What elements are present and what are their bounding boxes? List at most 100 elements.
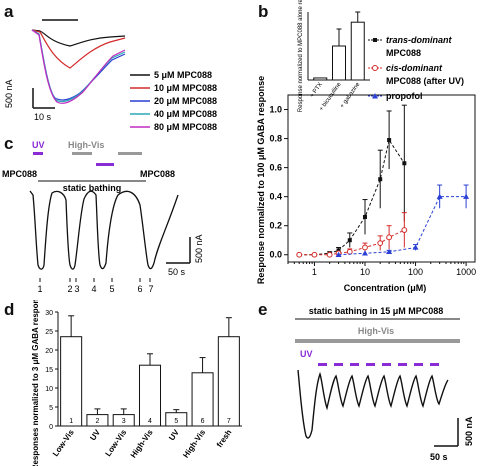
bar-number: 2	[95, 418, 99, 425]
inset-category-label: + PTX	[309, 82, 324, 99]
high-vis-bar-1	[72, 152, 92, 155]
timepoint-2: 2	[67, 284, 72, 294]
y-tick-label: 0.4	[269, 192, 282, 202]
panel-letter-a: a	[4, 2, 14, 21]
x-tick-label: 100	[408, 267, 423, 277]
legend-marker-propofol	[372, 93, 378, 99]
timepoint-5: 5	[109, 284, 114, 294]
trace-5um	[31, 29, 126, 47]
high-vis-label: High-Vis	[68, 140, 104, 150]
y-tick-label: 0	[49, 424, 53, 431]
mpc-label-right: MPC088	[140, 169, 175, 179]
high-vis-bar-2	[118, 152, 142, 155]
data-point	[361, 250, 368, 256]
data-point	[326, 251, 333, 258]
timepoint-markers: 1 2 3 4 5 6 7	[37, 278, 154, 294]
bar	[138, 364, 162, 427]
uv-bar-2	[96, 163, 114, 166]
y-axis-label: Response normalized to 100 μM GABA respo…	[256, 76, 266, 284]
scale-label-x: 10 s	[34, 112, 52, 122]
uv-pulse	[334, 363, 343, 366]
legend-b: trans-dominant MPC088 cis-dominant MPC08…	[368, 35, 464, 101]
data-point	[347, 238, 352, 243]
panel-d-bar-chart: 0 5 10 15 20 25 30 1 Low-Vis 2 UV 3 Low-Vis 4 High-Vis…	[31, 300, 242, 466]
legend-label-40um: 40 μM MPC088	[154, 109, 217, 119]
data-point	[311, 251, 318, 258]
timepoint-1: 1	[37, 284, 42, 294]
category-label: Low-Vis	[51, 428, 76, 459]
x-tick-label: 1000	[456, 267, 476, 277]
scale-label-y: 500 nA	[194, 234, 204, 263]
uv-bar-1	[33, 152, 43, 155]
trace-10um	[31, 29, 126, 69]
high-vis-label: High-Vis	[358, 326, 394, 336]
uv-pulse	[414, 363, 423, 366]
scale-label-y: 500 nA	[4, 79, 14, 108]
x-tick-label: 1	[312, 267, 317, 277]
data-point	[386, 234, 393, 241]
bar-number: 1	[69, 418, 73, 425]
y-tick-label: 15	[45, 367, 53, 374]
data-point	[335, 251, 342, 257]
inset-bar	[313, 77, 328, 81]
legend-label-20um: 20 μM MPC088	[154, 96, 217, 106]
category-label: UV	[88, 427, 102, 442]
data-point	[362, 244, 368, 251]
category-label: High-Vis	[181, 428, 207, 460]
legend-a: 5 μM MPC088 10 μM MPC088 20 μM MPC088 40…	[130, 70, 217, 132]
data-point	[362, 214, 367, 219]
y-tick-label: 0.2	[269, 221, 282, 231]
uv-pulse	[398, 363, 407, 366]
current-trace	[297, 369, 449, 439]
bar	[60, 336, 83, 427]
bar-number: 7	[227, 418, 231, 425]
legend-text-cis: cis-dominant	[386, 63, 443, 73]
data-point	[378, 177, 383, 182]
uv-pulse	[350, 363, 359, 366]
bar-number: 4	[148, 418, 152, 425]
uv-pulse	[430, 363, 439, 366]
inset-bar	[350, 21, 365, 81]
bar	[217, 336, 240, 427]
bar	[165, 412, 188, 427]
data-point	[463, 193, 470, 199]
legend-text-trans: trans-dominant	[386, 35, 453, 45]
legend-text-cis-2: MPC088 (after UV)	[386, 76, 464, 86]
panel-e-recording: static bathing in 15 μM MPC088 High-Vis …	[295, 306, 474, 462]
y-tick-label: 0.6	[269, 163, 282, 173]
category-label: Low-Vis	[103, 428, 128, 459]
data-point	[402, 161, 407, 166]
bar-plot: 0 5 10 15 20 25 30 1 Low-Vis 2 UV 3 Low-Vis 4 High-Vis…	[45, 310, 242, 460]
data-point	[336, 248, 341, 253]
uv-label: UV	[300, 349, 313, 359]
mpc-label-left: MPC088	[2, 169, 37, 179]
scale-label-x: 50 s	[168, 267, 186, 277]
trace-20um	[31, 29, 126, 101]
data-point	[296, 251, 303, 258]
scale-label-x: 50 s	[430, 452, 448, 462]
inset-y-label: Response normalized to MPC088 alone resp…	[298, 0, 304, 112]
trace-80um	[31, 29, 126, 104]
timepoint-6: 6	[137, 284, 142, 294]
x-axis-label: Concentration (μM)	[344, 283, 427, 293]
y-axis-label: Responses normalized to 3 μM GABA respon…	[31, 300, 40, 466]
data-point	[401, 227, 408, 233]
y-tick-label: 30	[45, 310, 53, 317]
y-tick-label: 0.8	[269, 134, 282, 144]
dose-response-plot: 1 10 100 1000 0.0 0.2 0.4 0.6 0.8 1.0	[269, 94, 476, 277]
panel-a-traces: 500 nA 10 s 5 μM MPC088 10 μM MPC088 20 …	[4, 19, 217, 132]
legend-text-trans-2: MPC088	[386, 48, 421, 58]
bar-number: 5	[174, 418, 178, 425]
panel-letter-b: b	[258, 2, 269, 21]
uv-label: UV	[32, 140, 45, 150]
bar	[86, 414, 109, 427]
category-label: High-Vis	[129, 428, 155, 460]
legend-marker-cis	[372, 65, 378, 71]
uv-pulse	[318, 363, 327, 366]
legend-text-propofol: propofol	[386, 91, 423, 101]
series-line	[338, 196, 467, 256]
bar-number: 6	[201, 418, 205, 425]
legend-label-80um: 80 μM MPC088	[154, 122, 217, 132]
uv-pulse	[366, 363, 375, 366]
